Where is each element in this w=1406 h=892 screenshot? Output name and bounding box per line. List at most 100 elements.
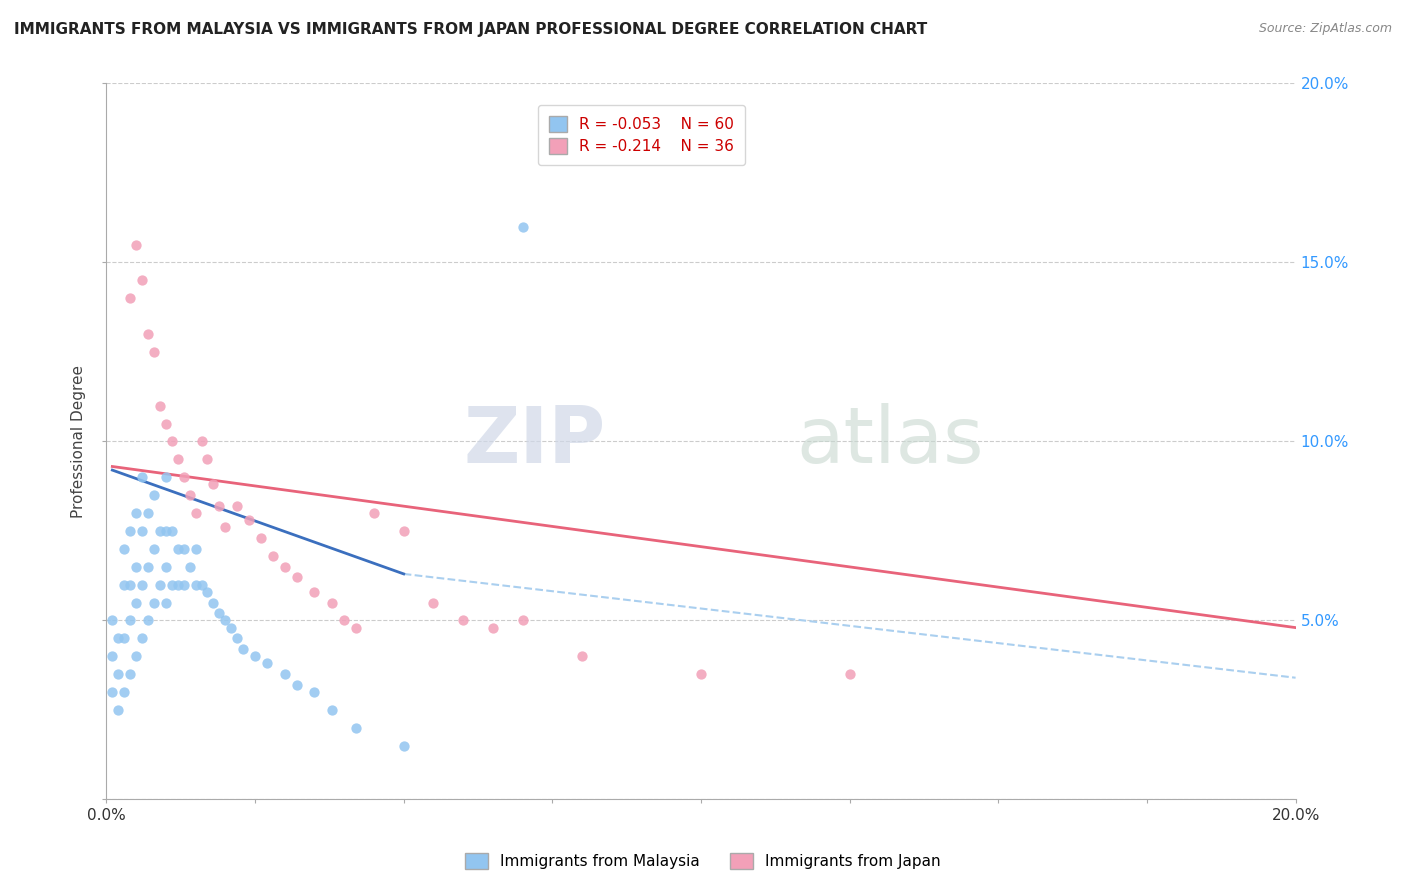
Legend: Immigrants from Malaysia, Immigrants from Japan: Immigrants from Malaysia, Immigrants fro… [458, 847, 948, 875]
Y-axis label: Professional Degree: Professional Degree [72, 365, 86, 518]
Point [125, 596, 148, 610]
Point [190, 434, 212, 449]
Point [107, 703, 129, 717]
Legend: R = -0.053    N = 60, R = -0.214    N = 36: R = -0.053 N = 60, R = -0.214 N = 36 [538, 105, 745, 165]
Point [392, 524, 415, 538]
Point [304, 685, 326, 699]
Point [155, 596, 177, 610]
Point [101, 685, 124, 699]
Point [112, 577, 135, 591]
Point [512, 219, 534, 234]
Point [232, 642, 254, 657]
Point [179, 559, 201, 574]
Point [155, 417, 177, 431]
Point [166, 452, 188, 467]
Point [392, 739, 415, 753]
Point [451, 614, 474, 628]
Point [120, 577, 142, 591]
Point [166, 577, 188, 591]
Point [131, 632, 153, 646]
Point [184, 541, 207, 556]
Point [120, 667, 142, 681]
Point [333, 614, 356, 628]
Point [107, 632, 129, 646]
Point [512, 614, 534, 628]
Point [101, 614, 124, 628]
Point [142, 345, 165, 359]
Point [184, 577, 207, 591]
Point [363, 506, 385, 520]
Point [243, 649, 266, 664]
Point [173, 470, 195, 484]
Point [155, 559, 177, 574]
Point [101, 649, 124, 664]
Point [285, 570, 308, 584]
Point [285, 678, 308, 692]
Point [160, 524, 183, 538]
Point [690, 667, 713, 681]
Point [219, 621, 242, 635]
Point [155, 524, 177, 538]
Point [190, 577, 212, 591]
Point [136, 559, 159, 574]
Point [197, 452, 219, 467]
Point [107, 667, 129, 681]
Point [166, 541, 188, 556]
Point [344, 721, 367, 735]
Point [125, 559, 148, 574]
Point [250, 531, 273, 545]
Point [160, 434, 183, 449]
Point [238, 513, 260, 527]
Point [125, 506, 148, 520]
Point [136, 506, 159, 520]
Point [149, 524, 172, 538]
Point [571, 649, 593, 664]
Point [202, 596, 225, 610]
Point [125, 649, 148, 664]
Point [125, 237, 148, 252]
Text: Source: ZipAtlas.com: Source: ZipAtlas.com [1258, 22, 1392, 36]
Point [304, 584, 326, 599]
Point [120, 524, 142, 538]
Point [214, 520, 236, 534]
Point [173, 577, 195, 591]
Point [226, 499, 249, 513]
Point [184, 506, 207, 520]
Point [120, 614, 142, 628]
Point [120, 291, 142, 305]
Point [197, 584, 219, 599]
Point [160, 577, 183, 591]
Point [131, 577, 153, 591]
Point [482, 621, 505, 635]
Point [149, 577, 172, 591]
Point [149, 399, 172, 413]
Point [142, 488, 165, 502]
Point [142, 541, 165, 556]
Point [262, 549, 284, 563]
Point [321, 703, 343, 717]
Point [208, 499, 231, 513]
Point [214, 614, 236, 628]
Point [321, 596, 343, 610]
Point [208, 607, 231, 621]
Point [136, 326, 159, 341]
Point [274, 667, 297, 681]
Point [179, 488, 201, 502]
Point [131, 524, 153, 538]
Point [173, 541, 195, 556]
Point [131, 470, 153, 484]
Point [274, 559, 297, 574]
Text: ZIP: ZIP [464, 403, 606, 479]
Point [256, 657, 278, 671]
Point [142, 596, 165, 610]
Point [112, 632, 135, 646]
Point [131, 273, 153, 287]
Point [155, 470, 177, 484]
Point [202, 477, 225, 491]
Text: atlas: atlas [796, 403, 984, 479]
Point [136, 614, 159, 628]
Point [112, 541, 135, 556]
Point [112, 685, 135, 699]
Point [226, 632, 249, 646]
Point [838, 667, 860, 681]
